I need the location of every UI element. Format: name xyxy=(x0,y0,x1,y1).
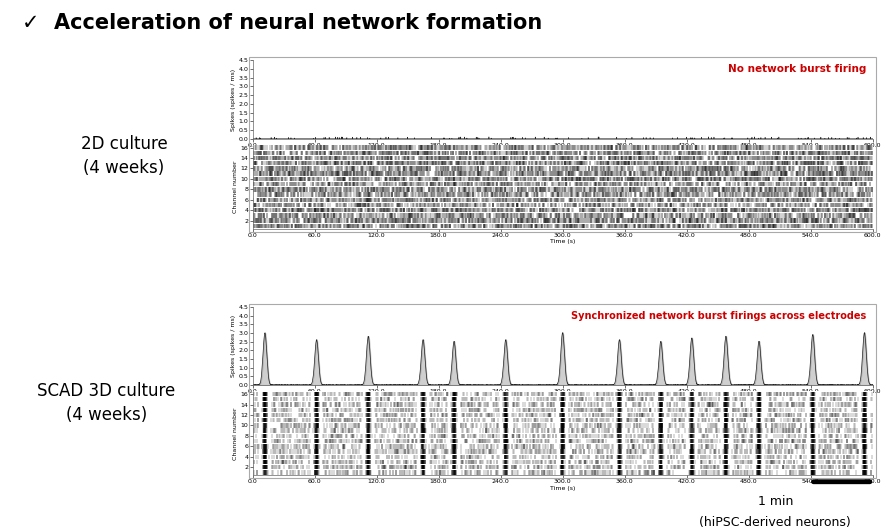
Text: 1 min: 1 min xyxy=(758,495,793,508)
X-axis label: Time (s): Time (s) xyxy=(550,486,575,490)
X-axis label: Time (s): Time (s) xyxy=(550,239,575,244)
Y-axis label: Spikes (spikes / ms): Spikes (spikes / ms) xyxy=(230,315,236,377)
Text: (4 weeks): (4 weeks) xyxy=(66,406,147,424)
Text: (hiPSC-derived neurons): (hiPSC-derived neurons) xyxy=(699,516,851,529)
Text: (4 weeks): (4 weeks) xyxy=(83,159,165,177)
Text: SCAD 3D culture: SCAD 3D culture xyxy=(37,382,175,400)
Text: 2D culture: 2D culture xyxy=(81,135,167,153)
Y-axis label: Spikes (spikes / ms): Spikes (spikes / ms) xyxy=(230,68,236,131)
Text: Synchronized network burst firings across electrodes: Synchronized network burst firings acros… xyxy=(571,311,867,321)
Text: No network burst firing: No network burst firing xyxy=(728,64,867,74)
X-axis label: Time (s): Time (s) xyxy=(550,396,575,400)
X-axis label: Time (s): Time (s) xyxy=(550,149,575,154)
Text: ✓  Acceleration of neural network formation: ✓ Acceleration of neural network formati… xyxy=(22,13,542,33)
Y-axis label: Channel number: Channel number xyxy=(233,160,237,213)
Y-axis label: Channel number: Channel number xyxy=(233,407,237,460)
